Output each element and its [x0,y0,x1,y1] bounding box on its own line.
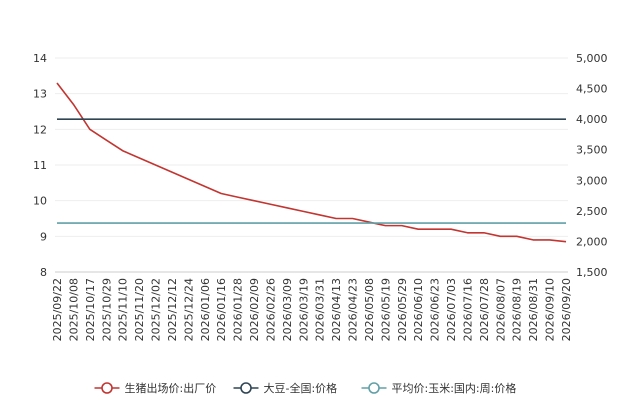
left-y-tick-label: 8 [40,266,47,279]
series-line [56,82,567,243]
left-y-tick-label: 14 [33,52,47,65]
right-y-tick-label: 3,500 [576,144,608,157]
x-tick-label: 2026/01/28 [232,278,245,341]
legend-marker-icon [368,382,380,394]
x-tick-label: 2026/09/20 [560,278,573,341]
legend-label: 大豆-全国:价格 [264,381,338,395]
left-y-tick-label: 9 [40,230,47,243]
right-y-tick-label: 4,000 [576,113,608,126]
x-tick-label: 2026/01/16 [215,278,228,341]
legend-item[interactable]: 大豆-全国:价格 [233,381,338,395]
x-tick-label: 2025/11/20 [133,278,146,341]
x-tick-label: 2025/10/29 [100,278,113,341]
legend-item[interactable]: 生猪出场价:出厂价 [94,381,217,395]
x-tick-label: 2026/01/06 [199,278,212,341]
x-tick-label: 2026/04/23 [347,278,360,341]
legend-label: 平均价:玉米:国内:周:价格 [392,381,517,395]
x-tick-label: 2025/12/12 [166,278,179,341]
x-tick-label: 2026/03/09 [281,278,294,341]
grid-lines [55,57,568,273]
x-tick-label: 2026/08/31 [527,278,540,341]
x-tick-label: 2026/08/19 [511,278,524,341]
x-tick-label: 2026/03/19 [297,278,310,341]
legend-item[interactable]: 平均价:玉米:国内:周:价格 [361,381,517,395]
right-y-tick-label: 1,500 [576,266,608,279]
x-tick-label: 2025/10/17 [84,278,97,341]
x-tick-label: 2025/12/24 [182,278,195,341]
right-y-tick-label: 5,000 [576,52,608,65]
x-tick-label: 2025/10/08 [67,278,80,341]
right-y-tick-label: 2,000 [576,235,608,248]
series-lines [56,82,567,243]
legend[interactable]: 生猪出场价:出厂价 大豆-全国:价格 平均价:玉米:国内:周:价格 [94,381,517,395]
legend-label: 生猪出场价:出厂价 [125,381,217,395]
left-y-axis: 8 9 10 11 12 13 14 [33,52,47,279]
x-tick-label: 2026/05/29 [396,278,409,341]
x-tick-label: 2026/08/07 [494,278,507,341]
x-tick-label: 2026/04/13 [330,278,343,341]
x-tick-label: 2026/05/08 [363,278,376,341]
x-tick-label: 2026/09/10 [544,278,557,341]
x-axis: 2025/09/22 2025/10/08 2025/10/17 2025/10/29… [51,278,573,341]
x-tick-label: 2026/07/03 [445,278,458,341]
left-y-tick-label: 13 [33,88,47,101]
x-tick-label: 2025/11/10 [117,278,130,341]
x-tick-label: 2026/05/19 [379,278,392,341]
x-tick-label: 2026/07/28 [478,278,491,341]
x-tick-label: 2026/02/09 [248,278,261,341]
x-tick-label: 2026/07/16 [461,278,474,341]
right-y-axis: 1,500 2,000 2,500 3,000 3,500 4,000 4,500 5,000 [576,52,608,279]
x-tick-label: 2026/02/26 [264,278,277,341]
left-y-tick-label: 10 [33,195,47,208]
x-tick-label: 2026/06/23 [429,278,442,341]
x-tick-label: 2025/09/22 [51,278,64,341]
right-y-tick-label: 4,500 [576,83,608,96]
right-y-tick-label: 2,500 [576,205,608,218]
left-y-tick-label: 12 [33,123,47,136]
left-y-tick-label: 11 [33,159,47,172]
x-tick-label: 2025/12/02 [150,278,163,341]
legend-marker-icon [240,382,252,394]
legend-marker-icon [101,382,113,394]
right-y-tick-label: 3,000 [576,174,608,187]
x-tick-label: 2026/06/10 [412,278,425,341]
x-tick-label: 2026/03/31 [314,278,327,341]
